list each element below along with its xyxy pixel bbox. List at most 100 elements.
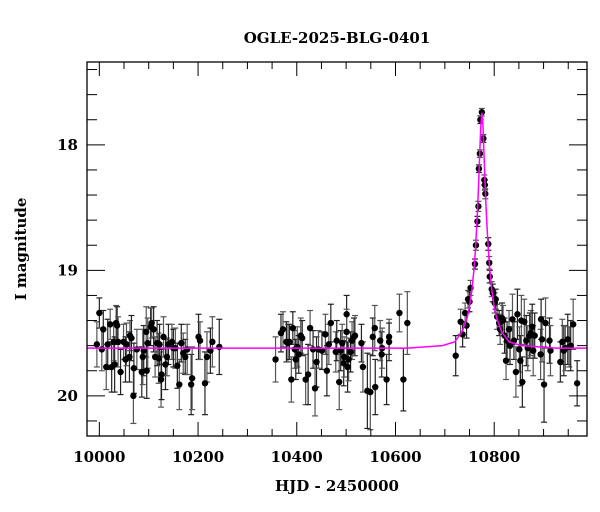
- data-point: [323, 367, 331, 374]
- data-point: [333, 337, 340, 344]
- data-point: [279, 326, 287, 333]
- data-point: [103, 363, 110, 371]
- data-point: [318, 347, 326, 354]
- data-point: [110, 338, 117, 346]
- data-point: [289, 324, 297, 332]
- data-point: [207, 347, 214, 354]
- data-point: [337, 347, 344, 354]
- data-point: [327, 319, 335, 327]
- data-point: [457, 318, 464, 325]
- data-point: [343, 311, 350, 318]
- data-point: [523, 337, 530, 344]
- data-point: [529, 347, 537, 354]
- data-point: [209, 338, 216, 346]
- y-tick-label: 18: [57, 136, 78, 154]
- data-point: [509, 316, 516, 323]
- chart-title: OGLE-2025-BLG-0401: [244, 29, 431, 47]
- data-point: [188, 375, 196, 382]
- data-point: [564, 336, 571, 343]
- data-point: [519, 378, 526, 386]
- data-point: [573, 380, 581, 387]
- data-point: [113, 322, 121, 329]
- data-point: [369, 333, 376, 341]
- data-point: [358, 339, 365, 347]
- data-point: [162, 361, 169, 368]
- data-point: [332, 348, 339, 356]
- data-point: [371, 324, 378, 332]
- data-point: [98, 346, 106, 353]
- x-tick-label: 10000: [73, 448, 125, 466]
- data-point: [306, 324, 314, 332]
- data-point: [168, 338, 176, 346]
- data-point: [196, 337, 204, 344]
- data-point: [183, 346, 191, 353]
- data-point: [385, 333, 393, 341]
- data-point: [138, 368, 145, 376]
- data-point: [347, 348, 354, 356]
- data-point: [148, 319, 155, 327]
- data-point: [96, 309, 103, 317]
- data-point: [372, 383, 379, 391]
- data-point: [104, 341, 111, 348]
- data-point: [514, 311, 521, 318]
- data-point: [529, 323, 536, 331]
- data-point: [313, 358, 320, 366]
- data-point: [133, 346, 141, 353]
- data-point: [150, 326, 157, 333]
- data-point: [114, 338, 122, 346]
- data-point: [325, 341, 333, 348]
- data-point: [216, 343, 223, 351]
- data-point: [294, 343, 301, 351]
- data-point: [201, 380, 209, 387]
- x-tick-label: 10600: [369, 448, 421, 466]
- data-point: [478, 109, 486, 116]
- data-point: [344, 363, 351, 371]
- data-point: [182, 353, 189, 361]
- data-point: [404, 319, 411, 327]
- data-point: [158, 371, 165, 378]
- data-point: [400, 376, 407, 383]
- data-point: [187, 381, 195, 388]
- data-point: [155, 354, 162, 362]
- data-point: [396, 309, 403, 317]
- x-tick-label: 10200: [172, 448, 224, 466]
- data-point: [376, 337, 384, 344]
- data-point: [304, 371, 312, 378]
- data-point: [174, 362, 181, 369]
- data-point: [359, 363, 367, 371]
- data-point: [140, 347, 147, 354]
- data-point: [117, 368, 124, 376]
- data-point: [302, 376, 309, 383]
- data-point: [286, 338, 293, 346]
- data-point: [452, 352, 459, 359]
- data-point: [351, 332, 359, 339]
- data-point: [139, 353, 146, 361]
- data-point: [272, 356, 279, 363]
- data-point: [288, 376, 295, 383]
- y-axis-label: I magnitude: [12, 198, 30, 301]
- data-point: [531, 332, 538, 339]
- data-points: [93, 109, 581, 400]
- data-point: [160, 333, 167, 341]
- data-point: [299, 334, 306, 342]
- data-point: [506, 342, 514, 349]
- data-point: [516, 346, 523, 353]
- data-point: [311, 385, 319, 392]
- data-point: [130, 392, 137, 400]
- data-point: [178, 339, 185, 347]
- x-tick-label: 10400: [271, 448, 323, 466]
- data-point: [93, 341, 101, 348]
- data-point: [130, 365, 138, 372]
- data-point: [123, 341, 130, 348]
- data-point: [322, 331, 329, 338]
- data-point: [378, 351, 385, 358]
- data-point: [128, 334, 135, 342]
- data-point: [542, 319, 549, 327]
- data-point: [517, 357, 524, 364]
- data-point: [546, 337, 553, 344]
- data-point: [557, 358, 564, 366]
- data-point: [144, 339, 151, 347]
- data-point: [343, 328, 350, 336]
- data-point: [505, 326, 513, 333]
